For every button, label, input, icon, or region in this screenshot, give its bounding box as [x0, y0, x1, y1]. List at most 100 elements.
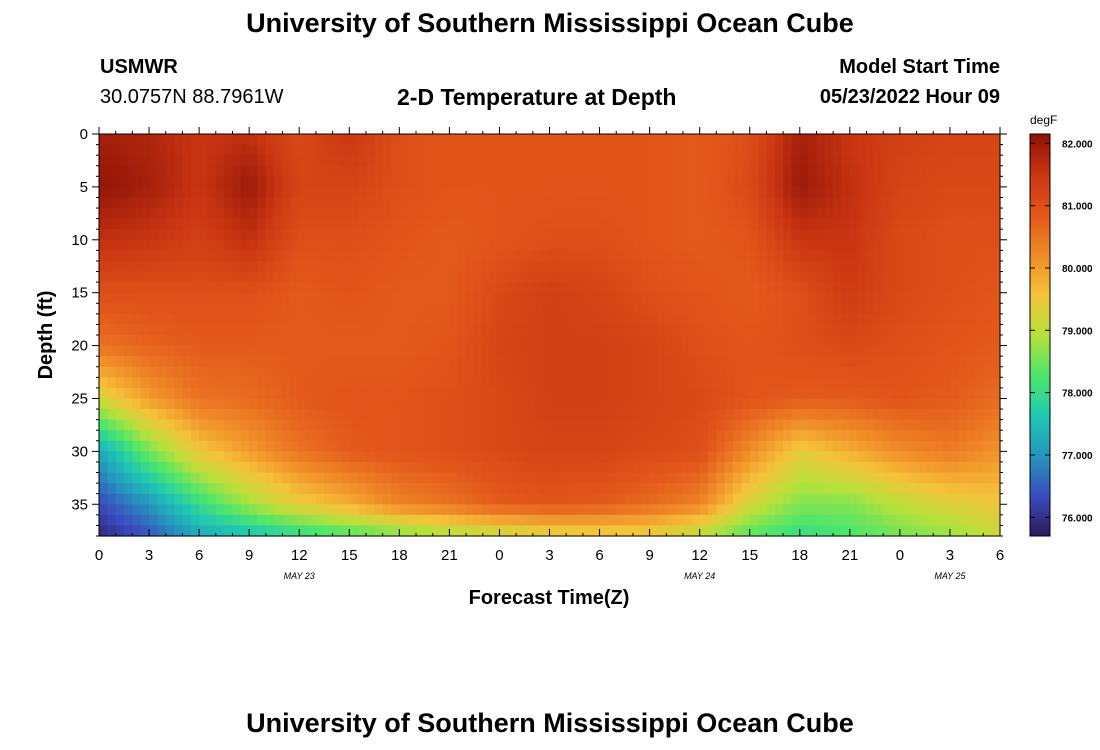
heatmap-cell — [891, 134, 901, 146]
heatmap-cell — [190, 197, 200, 209]
heatmap-cell — [966, 303, 976, 315]
heatmap-cell — [766, 461, 776, 474]
heatmap-cell — [632, 335, 642, 347]
heatmap-cell — [249, 398, 259, 410]
heatmap-cell — [107, 186, 117, 199]
heatmap-cell — [190, 134, 200, 146]
heatmap-cell — [449, 313, 459, 326]
heatmap-cell — [457, 303, 467, 315]
heatmap-cell — [724, 218, 734, 230]
heatmap-cell — [499, 260, 509, 273]
heatmap-cell — [891, 218, 901, 230]
heatmap-cell — [758, 440, 767, 452]
heatmap-cell — [432, 324, 442, 336]
heatmap-cell — [224, 313, 234, 326]
heatmap-cell — [549, 483, 559, 495]
heatmap-cell — [924, 271, 934, 283]
heatmap-cell — [257, 324, 267, 336]
heatmap-cell — [257, 419, 267, 431]
heatmap-cell — [282, 324, 292, 336]
heatmap-cell — [616, 461, 626, 474]
heatmap-cell — [132, 218, 142, 230]
heatmap-cell — [891, 377, 901, 389]
heatmap-cell — [599, 144, 609, 156]
heatmap-cell — [482, 472, 492, 484]
heatmap-cell — [682, 292, 692, 304]
heatmap-cell — [140, 260, 150, 273]
heatmap-cell — [516, 472, 526, 484]
heatmap-cell — [491, 387, 501, 400]
heatmap-cell — [741, 472, 751, 484]
heatmap-cell — [799, 165, 809, 177]
heatmap-cell — [741, 345, 751, 357]
heatmap-cell — [874, 144, 884, 156]
x-tick-label: 3 — [946, 547, 954, 564]
heatmap-cell — [974, 282, 984, 294]
heatmap-cell — [224, 324, 234, 336]
heatmap-cell — [474, 430, 484, 442]
heatmap-cell — [716, 398, 726, 410]
heatmap-cell — [799, 271, 809, 283]
heatmap-cell — [549, 271, 559, 283]
heatmap-cell — [499, 176, 509, 188]
heatmap-cell — [449, 282, 459, 294]
heatmap-cell — [874, 134, 884, 146]
heatmap-cell — [916, 419, 926, 431]
heatmap-cell — [991, 356, 1001, 368]
heatmap-cell — [532, 282, 542, 294]
heatmap-cell — [733, 525, 742, 537]
heatmap-cell — [716, 461, 726, 474]
heatmap-cell — [783, 430, 793, 442]
heatmap-cell — [365, 419, 375, 431]
x-tick-label: 15 — [741, 547, 758, 564]
heatmap-cell — [691, 134, 701, 146]
heatmap-cell — [541, 483, 551, 495]
heatmap-cell — [566, 472, 576, 484]
heatmap-cell — [741, 134, 751, 146]
heatmap-cell — [891, 186, 901, 199]
heatmap-cell — [224, 419, 234, 431]
heatmap-cell — [591, 387, 601, 400]
heatmap-cell — [733, 144, 742, 156]
heatmap-cell — [382, 514, 392, 527]
heatmap-cell — [249, 525, 259, 537]
heatmap-cell — [741, 387, 751, 400]
heatmap-cell — [774, 483, 784, 495]
heatmap-cell — [107, 440, 117, 452]
heatmap-cell — [207, 250, 217, 262]
heatmap-cell — [949, 377, 959, 389]
heatmap-cell — [399, 335, 409, 347]
heatmap-cell — [190, 250, 200, 262]
heatmap-cell — [140, 197, 150, 209]
heatmap-cell — [541, 419, 551, 431]
heatmap-cell — [674, 176, 684, 188]
heatmap-cell — [741, 303, 751, 315]
heatmap-cell — [399, 387, 409, 400]
heatmap-cell — [507, 292, 517, 304]
heatmap-cell — [307, 461, 317, 474]
heatmap-cell — [741, 324, 751, 336]
heatmap-cell — [332, 218, 342, 230]
heatmap-cell — [766, 398, 776, 410]
heatmap-cell — [332, 186, 342, 199]
heatmap-cell — [716, 514, 726, 527]
heatmap-cell — [199, 377, 209, 389]
heatmap-cell — [407, 409, 417, 421]
heatmap-cell — [783, 324, 793, 336]
heatmap-cell — [574, 345, 584, 357]
heatmap-cell — [933, 514, 943, 527]
heatmap-cell — [432, 483, 442, 495]
heatmap-cell — [349, 356, 359, 368]
heatmap-cell — [941, 282, 951, 294]
heatmap-cell — [149, 493, 158, 505]
heatmap-cell — [99, 345, 108, 357]
heatmap-cell — [249, 440, 259, 452]
heatmap-cell — [174, 451, 184, 463]
heatmap-cell — [866, 176, 876, 188]
heatmap-cell — [966, 451, 976, 463]
heatmap-cell — [265, 165, 275, 177]
heatmap-cell — [624, 282, 634, 294]
heatmap-cell — [774, 303, 784, 315]
heatmap-cell — [315, 483, 325, 495]
heatmap-cell — [691, 451, 701, 463]
